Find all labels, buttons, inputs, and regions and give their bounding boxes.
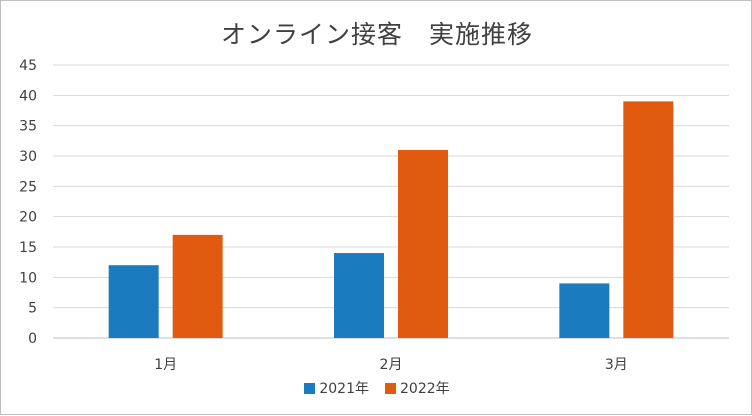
legend-swatch-2021	[304, 382, 316, 394]
bar-2021年-1月	[108, 265, 159, 338]
bar-2022年-1月	[172, 234, 223, 338]
y-tick-label: 40	[19, 88, 37, 104]
y-tick-label: 25	[19, 179, 37, 195]
legend-item-2022: 2022年	[385, 378, 450, 398]
y-tick-label: 45	[19, 58, 37, 74]
legend: 2021年 2022年	[1, 378, 752, 398]
x-tick-label: 3月	[605, 357, 628, 373]
chart-title: オンライン接客 実施推移	[220, 20, 533, 49]
bar-2021年-2月	[334, 253, 384, 338]
legend-swatch-2022	[385, 382, 396, 394]
y-tick-label: 15	[19, 240, 37, 256]
bar-2022年-3月	[623, 101, 674, 339]
legend-label-2021: 2021年	[319, 381, 369, 397]
y-tick-label: 10	[19, 270, 37, 286]
legend-label-2022: 2022年	[400, 381, 450, 397]
x-tick-label: 2月	[380, 357, 403, 373]
y-tick-label: 30	[19, 149, 37, 165]
bar-2021年-3月	[559, 283, 610, 338]
x-tick-label: 1月	[154, 357, 177, 373]
legend-item-2021: 2021年	[304, 378, 369, 398]
y-tick-label: 0	[28, 331, 37, 347]
y-tick-label: 20	[19, 210, 37, 226]
bar-2022年-2月	[398, 149, 448, 338]
y-tick-label: 35	[19, 119, 37, 135]
y-tick-label: 5	[28, 301, 37, 317]
